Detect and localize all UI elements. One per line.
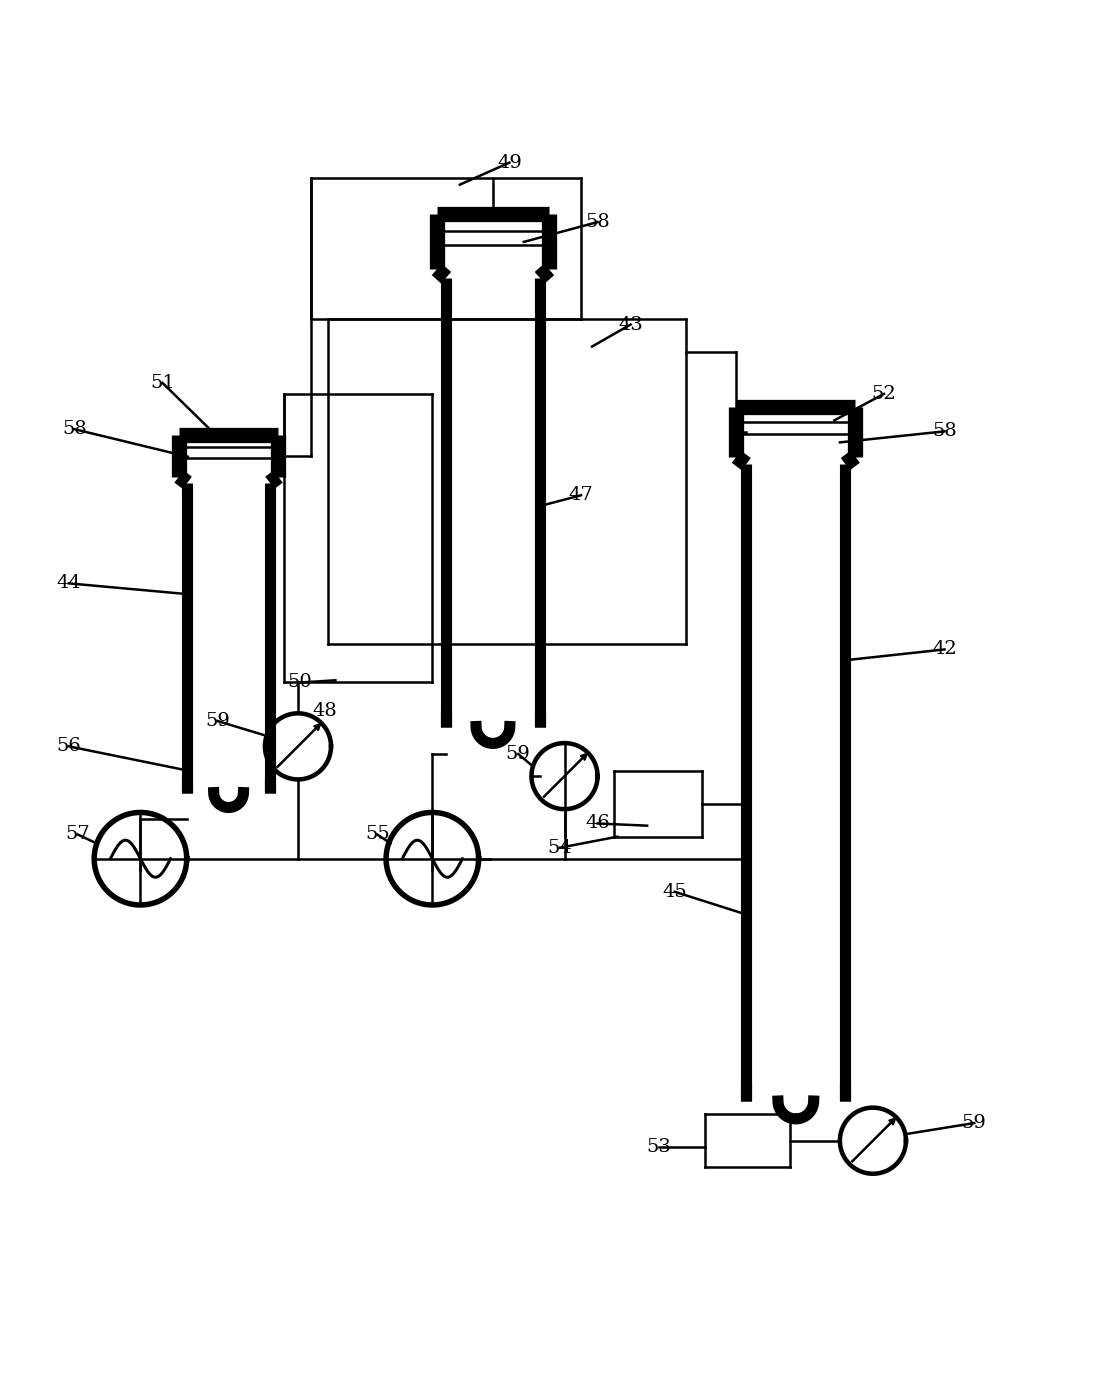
- Text: 51: 51: [151, 374, 175, 393]
- Text: 59: 59: [962, 1114, 986, 1132]
- Text: 58: 58: [586, 214, 610, 232]
- Text: 58: 58: [932, 423, 956, 440]
- Text: 42: 42: [932, 641, 956, 659]
- Text: 43: 43: [618, 315, 643, 333]
- Text: 59: 59: [205, 712, 230, 730]
- Text: 55: 55: [365, 825, 390, 843]
- Text: 59: 59: [506, 745, 530, 763]
- Text: 45: 45: [662, 882, 687, 900]
- Text: 44: 44: [56, 574, 81, 592]
- Text: 46: 46: [586, 814, 610, 832]
- Text: 48: 48: [312, 702, 337, 720]
- Text: 52: 52: [871, 386, 897, 402]
- Text: 58: 58: [62, 420, 86, 438]
- Text: 50: 50: [288, 674, 312, 692]
- Text: 56: 56: [56, 738, 81, 756]
- Text: 57: 57: [65, 825, 90, 843]
- Text: 49: 49: [497, 154, 521, 172]
- Text: 47: 47: [569, 487, 593, 505]
- Text: 54: 54: [548, 839, 572, 857]
- Text: 53: 53: [646, 1139, 672, 1157]
